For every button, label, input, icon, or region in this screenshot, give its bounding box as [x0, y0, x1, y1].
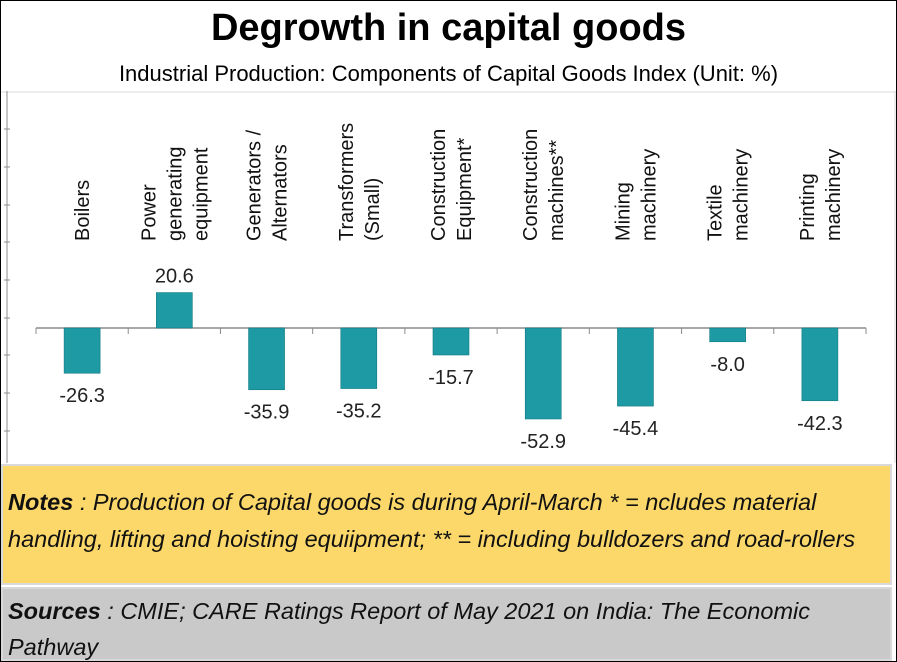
category-label-8-line-0: Printing — [797, 173, 819, 241]
value-label-3: -35.2 — [336, 401, 382, 423]
value-label-6: -45.4 — [613, 418, 659, 440]
category-label-8-line-1: machinery — [823, 149, 845, 241]
value-label-1: 20.6 — [155, 266, 194, 288]
category-label-3-line-1: (Small) — [362, 178, 384, 241]
value-label-7: -8.0 — [710, 354, 744, 376]
category-label-5-line-0: Construction — [520, 129, 542, 241]
category-label-1-line-2: equipment — [190, 147, 212, 241]
bar-7 — [709, 327, 746, 343]
value-labels-group: -26.3 20.6 -35.9 -35.2 -15.7 -52.9 -45.4 -8.0 -4… — [59, 266, 842, 453]
category-labels-group: Boilers Power generating equipment Generator… — [72, 123, 845, 241]
category-label-2: Generators / Alternators — [244, 129, 292, 241]
category-label-2-line-1: Alternators — [270, 144, 292, 241]
category-label-1: Power generating equipment — [138, 146, 212, 241]
category-label-7-line-0: Textile — [705, 184, 727, 241]
bar-1 — [156, 292, 193, 329]
value-label-2: -35.9 — [244, 402, 290, 424]
sources-box: Sources : CMIE; CARE Ratings Report of M… — [1, 587, 892, 661]
y-axis-ticks — [4, 128, 10, 432]
value-label-5: -52.9 — [520, 431, 566, 453]
bars-group — [63, 292, 839, 420]
category-label-4-line-1: Equipment* — [454, 137, 476, 241]
bar-5 — [524, 327, 562, 420]
category-label-8: Printing machinery — [797, 149, 845, 241]
sources-text: : CMIE; CARE Ratings Report of May 2021 … — [8, 598, 810, 660]
category-label-7: Textile machinery — [705, 149, 753, 241]
category-label-6: Mining machinery — [612, 149, 660, 241]
category-label-2-line-0: Generators / — [244, 129, 266, 241]
chart-title: Degrowth in capital goods — [210, 7, 687, 49]
sources-label: Sources — [8, 598, 101, 624]
value-label-4: -15.7 — [428, 367, 474, 389]
bar-2 — [248, 327, 285, 391]
bar-4 — [432, 327, 470, 356]
bar-0 — [63, 327, 101, 374]
category-label-5: Construction machines** — [520, 129, 568, 241]
category-label-3-line-0: Transformers — [336, 123, 358, 241]
category-label-1-line-1: generating — [164, 146, 186, 241]
category-label-3: Transformers (Small) — [336, 123, 384, 241]
notes-text: : Production of Capital goods is during … — [8, 489, 856, 552]
category-label-1-line-0: Power — [138, 184, 160, 241]
category-label-4-line-0: Construction — [428, 129, 450, 241]
category-label-0-line-0: Boilers — [72, 180, 94, 241]
category-label-5-line-1: machines** — [546, 140, 568, 241]
value-label-8: -42.3 — [797, 413, 843, 435]
category-label-7-line-1: machinery — [731, 149, 753, 241]
bar-chart: Boilers Power generating equipment Generator… — [1, 91, 896, 463]
bar-3 — [340, 327, 378, 389]
notes-box: Notes : Production of Capital goods is d… — [1, 464, 892, 585]
value-label-0: -26.3 — [59, 385, 105, 407]
chart-subtitle: Industrial Production: Components of Cap… — [118, 61, 779, 86]
category-label-6-line-0: Mining — [612, 182, 634, 241]
category-label-4: Construction Equipment* — [428, 129, 476, 241]
category-label-0: Boilers — [72, 180, 94, 241]
bar-8 — [801, 327, 839, 402]
category-label-6-line-1: machinery — [638, 149, 660, 241]
x-axis-ticks — [35, 328, 867, 334]
notes-label: Notes — [8, 489, 74, 515]
bar-6 — [617, 327, 654, 407]
